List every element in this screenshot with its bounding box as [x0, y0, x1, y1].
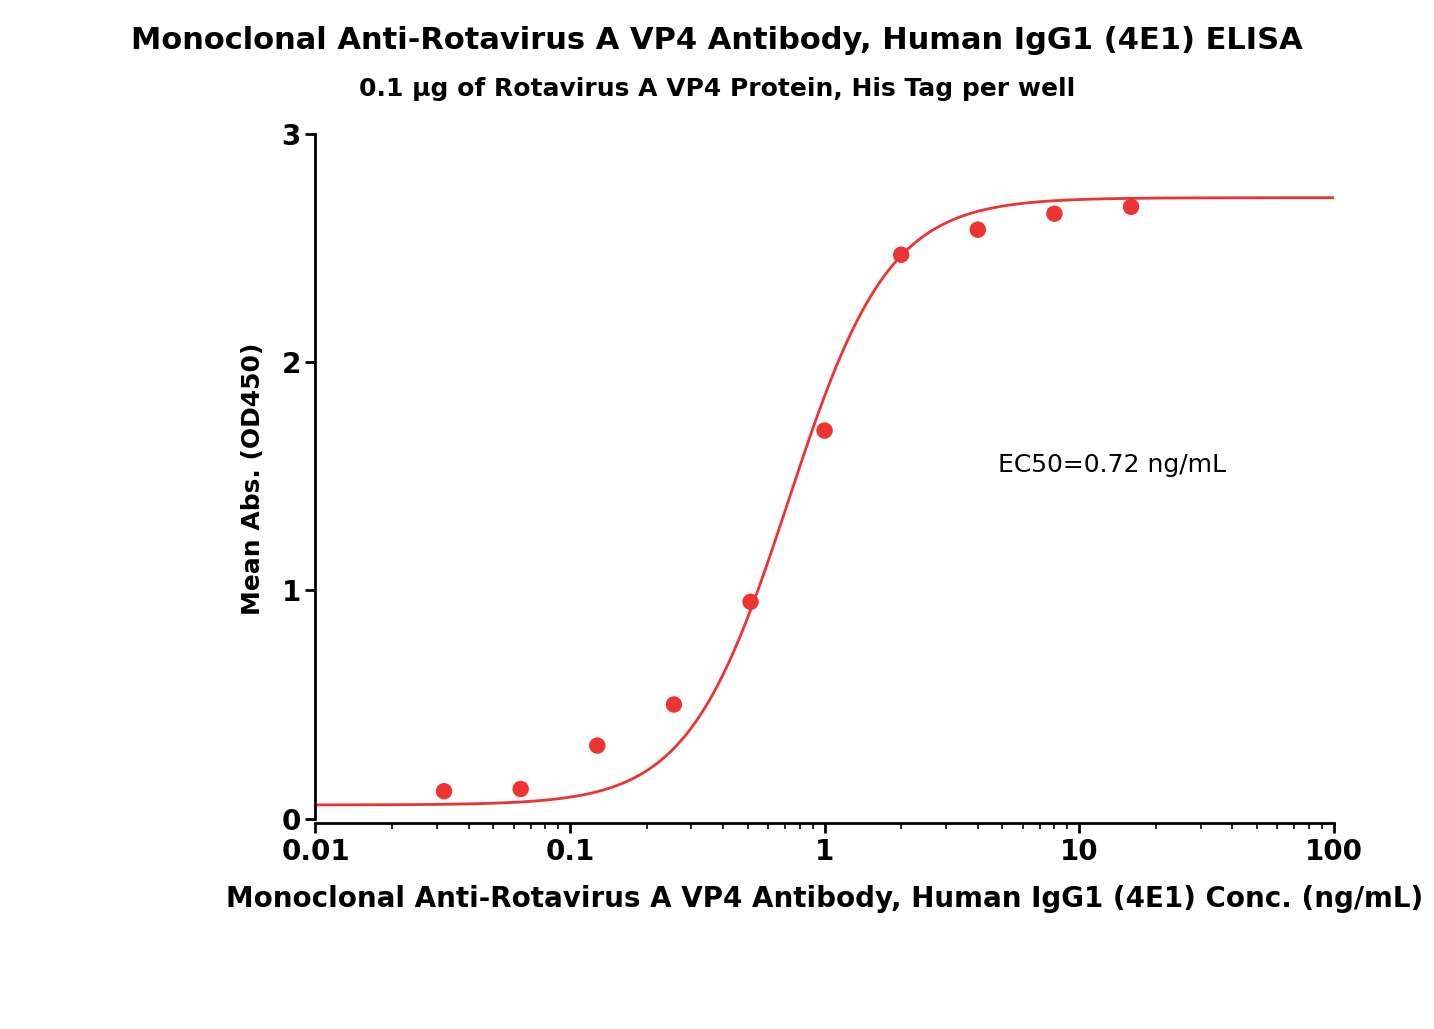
Point: [739, 594, 761, 610]
X-axis label: Monoclonal Anti-Rotavirus A VP4 Antibody, Human IgG1 (4E1) Conc. (ng/mL): Monoclonal Anti-Rotavirus A VP4 Antibody…: [227, 885, 1423, 913]
Text: Monoclonal Anti-Rotavirus A VP4 Antibody, Human IgG1 (4E1) ELISA: Monoclonal Anti-Rotavirus A VP4 Antibody…: [130, 26, 1304, 55]
Point: [663, 697, 685, 713]
Point: [813, 422, 836, 438]
Point: [433, 783, 456, 800]
Y-axis label: Mean Abs. (OD450): Mean Abs. (OD450): [241, 343, 265, 614]
Point: [889, 247, 912, 263]
Point: [1043, 206, 1065, 222]
Point: [509, 781, 532, 797]
Text: EC50=0.72 ng/mL: EC50=0.72 ng/mL: [998, 453, 1226, 476]
Point: [967, 221, 989, 238]
Point: [1120, 199, 1143, 215]
Point: [587, 738, 609, 754]
Text: 0.1 μg of Rotavirus A VP4 Protein, His Tag per well: 0.1 μg of Rotavirus A VP4 Protein, His T…: [358, 77, 1076, 101]
